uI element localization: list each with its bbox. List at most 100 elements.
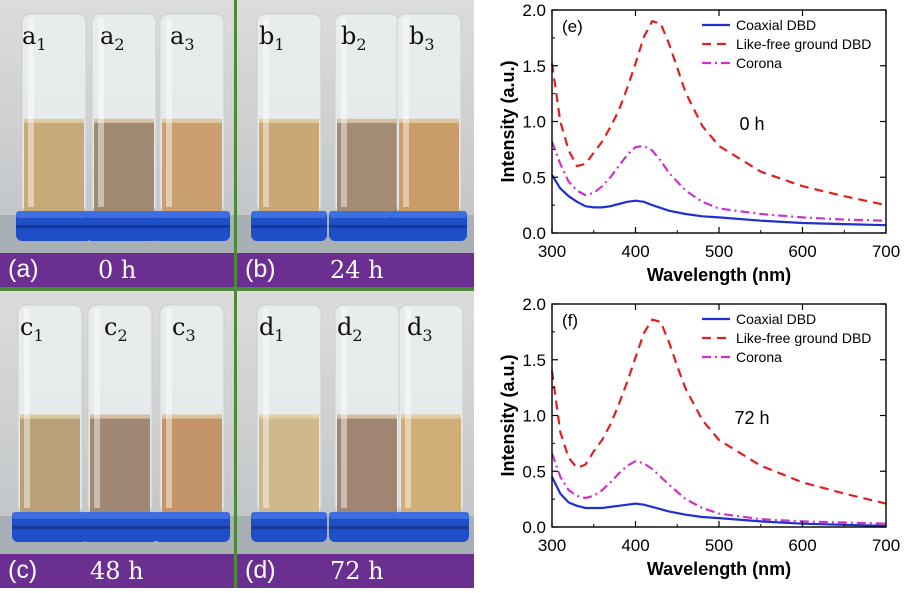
panel-time: 24 h <box>330 256 384 284</box>
tube-letter: c <box>104 313 118 341</box>
series-line-corona <box>550 453 887 525</box>
panel-id: (d) <box>245 556 276 584</box>
y-tick-label: 1.5 <box>522 57 546 76</box>
y-tick-label: 1.0 <box>522 407 546 426</box>
chart-e: 300 400 500 600 700 0.0 0.5 1.0 1.5 2.0 Wavelength… <box>492 0 904 292</box>
y-tick-label: 0.0 <box>522 224 546 243</box>
series-line-coaxial-dbd <box>551 174 887 227</box>
tube-photo <box>237 291 474 554</box>
x-tick-label: 300 <box>538 536 566 555</box>
panel-time: 48 h <box>90 557 144 585</box>
time-annotation: 72 h <box>734 408 769 428</box>
tube-photo <box>0 291 234 554</box>
time-annotation: 0 h <box>739 114 764 134</box>
photo-panel: c1 c2 c3 (c) 48 h <box>0 291 234 588</box>
y-tick-label: 2.0 <box>522 295 546 314</box>
tube-letter: b <box>341 22 357 50</box>
caption-bar: (c) 48 h <box>0 554 234 588</box>
tube-label: a2 <box>100 22 125 54</box>
tube-index: 2 <box>117 325 128 345</box>
y-tick-label: 1.0 <box>522 113 546 132</box>
tube-index: 3 <box>184 34 195 54</box>
series-line-like-free-ground-dbd <box>550 20 887 207</box>
photo-panel: d1 d2 d3 (d) 72 h <box>237 291 474 588</box>
tube-letter: a <box>22 22 37 50</box>
tube-letter: a <box>100 22 115 50</box>
x-tick-label: 700 <box>872 242 900 261</box>
tube-label: b2 <box>341 22 367 54</box>
tube-index: 1 <box>274 34 285 54</box>
chart-f: 300 400 500 600 700 0.0 0.5 1.0 1.5 2.0 Wavelength… <box>492 294 904 588</box>
x-tick-label: 500 <box>705 242 733 261</box>
tube-letter: c <box>20 313 34 341</box>
x-tick-label: 400 <box>621 536 649 555</box>
legend-entry: Corona <box>736 349 782 365</box>
tube-letter: d <box>337 313 353 341</box>
y-tick-label: 1.5 <box>522 351 546 370</box>
x-tick-label: 300 <box>538 242 566 261</box>
tube-letter: d <box>407 313 423 341</box>
tube-label: d3 <box>407 313 433 345</box>
x-tick-label: 600 <box>788 536 816 555</box>
panel-time: 0 h <box>98 256 137 284</box>
legend-entry: Coaxial DBD <box>736 17 816 33</box>
panel-label: (e) <box>562 17 583 36</box>
x-axis-label: Wavelength (nm) <box>647 265 791 285</box>
panel-time: 72 h <box>330 557 384 585</box>
tube-index: 3 <box>422 325 433 345</box>
tube-letter: a <box>170 22 185 50</box>
y-tick-label: 0.0 <box>522 518 546 537</box>
chart-f-svg: 300 400 500 600 700 0.0 0.5 1.0 1.5 2.0 Wavelength… <box>498 295 900 579</box>
x-tick-label: 400 <box>621 242 649 261</box>
series-line-coaxial-dbd <box>551 476 887 527</box>
series-line-like-free-ground-dbd <box>550 318 887 505</box>
photo-panel: b1 b2 b3 (b) 24 h <box>237 0 474 287</box>
tube-index: 2 <box>356 34 367 54</box>
tube-label: a3 <box>170 22 195 54</box>
x-axis-label: Wavelength (nm) <box>647 559 791 579</box>
legend-entry: Corona <box>736 55 782 71</box>
tube-index: 1 <box>33 325 44 345</box>
tube-index: 3 <box>185 325 196 345</box>
tube-label: c1 <box>20 313 44 345</box>
caption-bar: (b) 24 h <box>237 253 474 287</box>
y-tick-label: 0.5 <box>522 462 546 481</box>
tube-photo <box>0 0 234 253</box>
series-line-corona <box>550 141 887 222</box>
tube-letter: b <box>259 22 275 50</box>
panel-divider <box>0 287 474 291</box>
caption-bar: (a) 0 h <box>0 253 234 287</box>
legend-entry: Like-free ground DBD <box>736 330 871 346</box>
panel-id: (c) <box>8 556 38 584</box>
y-axis-label: Intensity (a.u.) <box>498 354 518 476</box>
panel-label: (f) <box>562 311 578 330</box>
tube-letter: c <box>172 313 186 341</box>
tube-label: b1 <box>259 22 285 54</box>
tube-index: 1 <box>36 34 47 54</box>
x-tick-label: 500 <box>705 536 733 555</box>
tube-index: 1 <box>274 325 285 345</box>
tube-label: a1 <box>22 22 47 54</box>
tube-index: 2 <box>114 34 125 54</box>
panel-id: (b) <box>245 255 276 283</box>
tube-index: 3 <box>424 34 435 54</box>
y-tick-label: 2.0 <box>522 1 546 20</box>
chart-e-svg: 300 400 500 600 700 0.0 0.5 1.0 1.5 2.0 Wavelength… <box>498 1 900 285</box>
panel-divider <box>234 0 237 588</box>
tube-letter: d <box>259 313 275 341</box>
tube-photo <box>237 0 474 253</box>
tube-label: d2 <box>337 313 363 345</box>
panel-id: (a) <box>8 255 39 283</box>
y-axis-label: Intensity (a.u.) <box>498 60 518 182</box>
caption-bar: (d) 72 h <box>237 554 474 588</box>
photo-panel: a1 a2 a3 (a) 0 h <box>0 0 234 287</box>
legend-entry: Coaxial DBD <box>736 311 816 327</box>
tube-index: 2 <box>352 325 363 345</box>
tube-label: b3 <box>409 22 435 54</box>
x-tick-label: 600 <box>788 242 816 261</box>
tube-label: c3 <box>172 313 196 345</box>
tube-label: d1 <box>259 313 285 345</box>
tube-letter: b <box>409 22 425 50</box>
tube-label: c2 <box>104 313 128 345</box>
x-tick-label: 700 <box>872 536 900 555</box>
